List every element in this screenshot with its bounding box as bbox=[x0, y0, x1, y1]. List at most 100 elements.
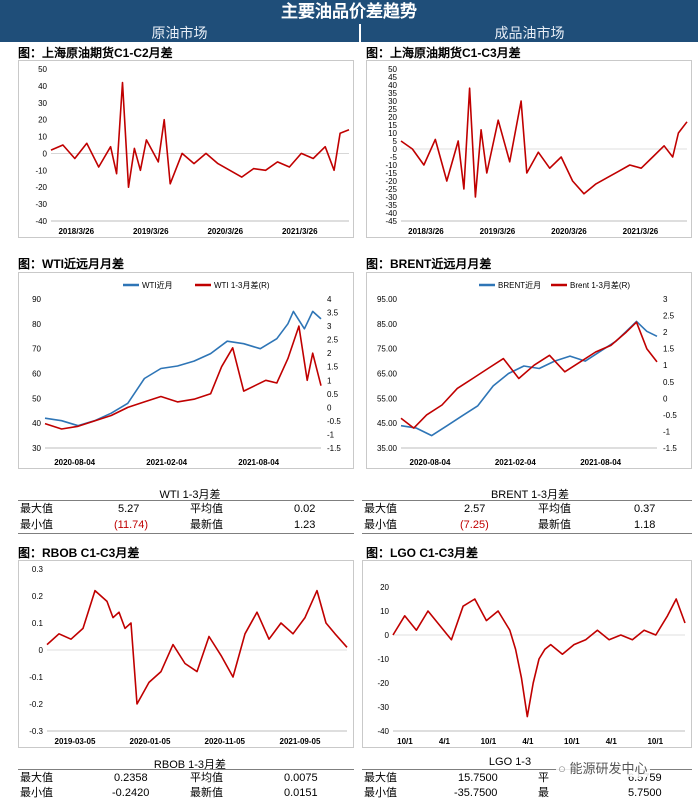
y-tick-label: 50 bbox=[388, 65, 397, 74]
x-tick-label: 2021-09-05 bbox=[280, 737, 321, 746]
watermark-text: 能源研发中心 bbox=[569, 761, 648, 776]
y-tick-label: -30 bbox=[377, 703, 389, 712]
y-tick-label: -10 bbox=[35, 166, 47, 175]
wti-avg-value: 0.02 bbox=[294, 503, 316, 515]
y-tick-label: -20 bbox=[385, 177, 397, 186]
y-tick-label: -10 bbox=[385, 161, 397, 170]
y2-tick-label: 3.5 bbox=[327, 309, 339, 318]
y-tick-label: 0.3 bbox=[32, 565, 44, 574]
brent-min-value: (7.25) bbox=[460, 519, 489, 531]
series-line-1 bbox=[44, 310, 322, 427]
x-tick-label: 2018/3/26 bbox=[58, 227, 94, 236]
y-tick-label: 70 bbox=[32, 345, 41, 354]
rbob-chart-frame: 0.3 0.2 0.1 0 -0.1 -0.2 -0.3 2019-03-05 2020-01-… bbox=[18, 560, 354, 748]
sc-c1c2-caption: 图：上海原油期货C1-C2月差 bbox=[18, 46, 173, 60]
wti-min-label: 最小值 bbox=[20, 519, 53, 531]
x-tick-label: 10/1 bbox=[481, 737, 497, 746]
lgo-stats-title: LGO 1-3 bbox=[488, 756, 532, 768]
wti-min-value: (11.74) bbox=[114, 519, 149, 531]
x-tick-label: 2021-02-04 bbox=[495, 458, 536, 467]
y-tick-label: 30 bbox=[388, 97, 397, 106]
y-tick-label: 50 bbox=[32, 394, 41, 403]
lgo-min-label: 最小值 bbox=[364, 787, 397, 799]
y-tick-label: 55.00 bbox=[377, 394, 398, 403]
sc-c1c3-chart: 50454035302520151050-5-10-15-20-25-30-35… bbox=[385, 65, 688, 236]
x-tick-label: 2021-08-04 bbox=[580, 458, 621, 467]
y-tick-label: 10 bbox=[38, 133, 47, 142]
y-tick-label: 0 bbox=[385, 631, 390, 640]
y-tick-label: 10 bbox=[380, 607, 389, 616]
wti-stats-title: WTI 1-3月差 bbox=[159, 489, 221, 501]
sc-c1c2-chart: 50 40 30 20 10 0 -10 -20 -30 -40 2018/3/26 2019/3/2… bbox=[35, 65, 350, 236]
y-tick-label: 0.2 bbox=[32, 592, 44, 601]
y-tick-label: -0.2 bbox=[29, 700, 43, 709]
brent-latest-label: 最新值 bbox=[538, 519, 571, 531]
x-tick-label: 2020/3/26 bbox=[551, 227, 587, 236]
series-line-1 bbox=[392, 598, 686, 718]
y-tick-label: -0.1 bbox=[29, 673, 43, 682]
y-tick-label: 40 bbox=[38, 82, 47, 91]
y-tick-label: 60 bbox=[32, 370, 41, 379]
lgo-caption: 图：LGO C1-C3月差 bbox=[366, 546, 479, 560]
wti-max-value: 5.27 bbox=[118, 503, 140, 515]
x-tick-label: 2020-11-05 bbox=[205, 737, 246, 746]
brent-stats-row-1: 最大值 2.57 平均值 0.37 bbox=[362, 501, 692, 517]
wti-chart-frame: 90 80 70 60 50 40 30 4 3.5 3 2.5 2 1.5 1 0.5 0 -0.5 -1 -1.… bbox=[18, 272, 354, 469]
lgo-latest-value: 5.7500 bbox=[628, 787, 662, 799]
lgo-max-value: 15.7500 bbox=[458, 772, 498, 784]
y-tick-label: -5 bbox=[390, 153, 398, 162]
y-tick-label: 0 bbox=[43, 149, 48, 158]
y2-tick-label: 1.5 bbox=[327, 363, 339, 372]
y-tick-label: -0.3 bbox=[29, 727, 43, 736]
y-tick-label: -20 bbox=[377, 679, 389, 688]
crude-market-band: 原油市场 bbox=[0, 24, 359, 42]
page-title: 主要油品价差趋势 bbox=[0, 0, 698, 24]
y-tick-label: 45.00 bbox=[377, 419, 398, 428]
y-tick-label: -40 bbox=[385, 209, 397, 218]
x-tick-label: 2018/3/26 bbox=[408, 227, 444, 236]
y-tick-label: 75.00 bbox=[377, 345, 398, 354]
y2-tick-label: -1 bbox=[327, 430, 335, 439]
y-tick-label: 80 bbox=[32, 320, 41, 329]
wti-max-label: 最大值 bbox=[20, 503, 53, 515]
y-tick-label: 15 bbox=[388, 121, 397, 130]
x-tick-label: 2020-01-05 bbox=[130, 737, 171, 746]
brent-max-value: 2.57 bbox=[464, 503, 486, 515]
y-tick-label: -30 bbox=[385, 193, 397, 202]
y2-tick-label: 2.5 bbox=[663, 312, 675, 321]
y-tick-label: 65.00 bbox=[377, 370, 398, 379]
sc-c1c2-chart-frame: 50 40 30 20 10 0 -10 -20 -30 -40 2018/3/26 2019/3/2… bbox=[18, 60, 354, 238]
y-tick-label: 30 bbox=[38, 99, 47, 108]
brent-avg-value: 0.37 bbox=[634, 503, 656, 515]
y2-tick-label: -1.5 bbox=[663, 444, 677, 453]
y-tick-label: -40 bbox=[35, 217, 47, 226]
x-tick-label: 2019-03-05 bbox=[55, 737, 96, 746]
y2-tick-label: -1 bbox=[663, 427, 671, 436]
rbob-stats-row-1: 最大值 0.2358 平均值 0.0075 bbox=[18, 770, 354, 786]
x-tick-label: 2019/3/26 bbox=[480, 227, 516, 236]
x-tick-label: 2020/3/26 bbox=[207, 227, 243, 236]
y-tick-label: -35 bbox=[385, 201, 397, 210]
lgo-min-value: -35.7500 bbox=[454, 787, 498, 799]
legend-label: WTI近月 bbox=[142, 280, 173, 290]
y-tick-label: 50 bbox=[38, 65, 47, 74]
y-tick-label: -30 bbox=[35, 200, 47, 209]
y2-tick-label: 2.5 bbox=[327, 336, 339, 345]
x-tick-label: 4/1 bbox=[439, 737, 451, 746]
series-line-1 bbox=[400, 87, 688, 198]
y2-tick-label: 2 bbox=[327, 349, 332, 358]
wti-caption: 图：WTI近远月月差 bbox=[18, 257, 124, 271]
series-line-2 bbox=[44, 325, 322, 430]
rbob-latest-label: 最新值 bbox=[190, 787, 223, 799]
rbob-stats-divider bbox=[18, 769, 354, 770]
y-tick-label: 20 bbox=[388, 113, 397, 122]
wti-stats-divider-bottom bbox=[18, 533, 354, 534]
brent-stats-divider bbox=[362, 500, 692, 501]
product-market-band: 成品油市场 bbox=[361, 24, 698, 42]
watermark: ○ 能源研发中心 bbox=[556, 758, 650, 777]
brent-chart-frame: 95.00 85.00 75.00 65.00 55.00 45.00 35.00 3 2.5 2… bbox=[366, 272, 692, 469]
brent-stats-title: BRENT 1-3月差 bbox=[490, 489, 570, 501]
rbob-caption: 图：RBOB C1-C3月差 bbox=[18, 546, 140, 560]
y2-tick-label: 0.5 bbox=[327, 390, 339, 399]
y-tick-label: 20 bbox=[38, 116, 47, 125]
